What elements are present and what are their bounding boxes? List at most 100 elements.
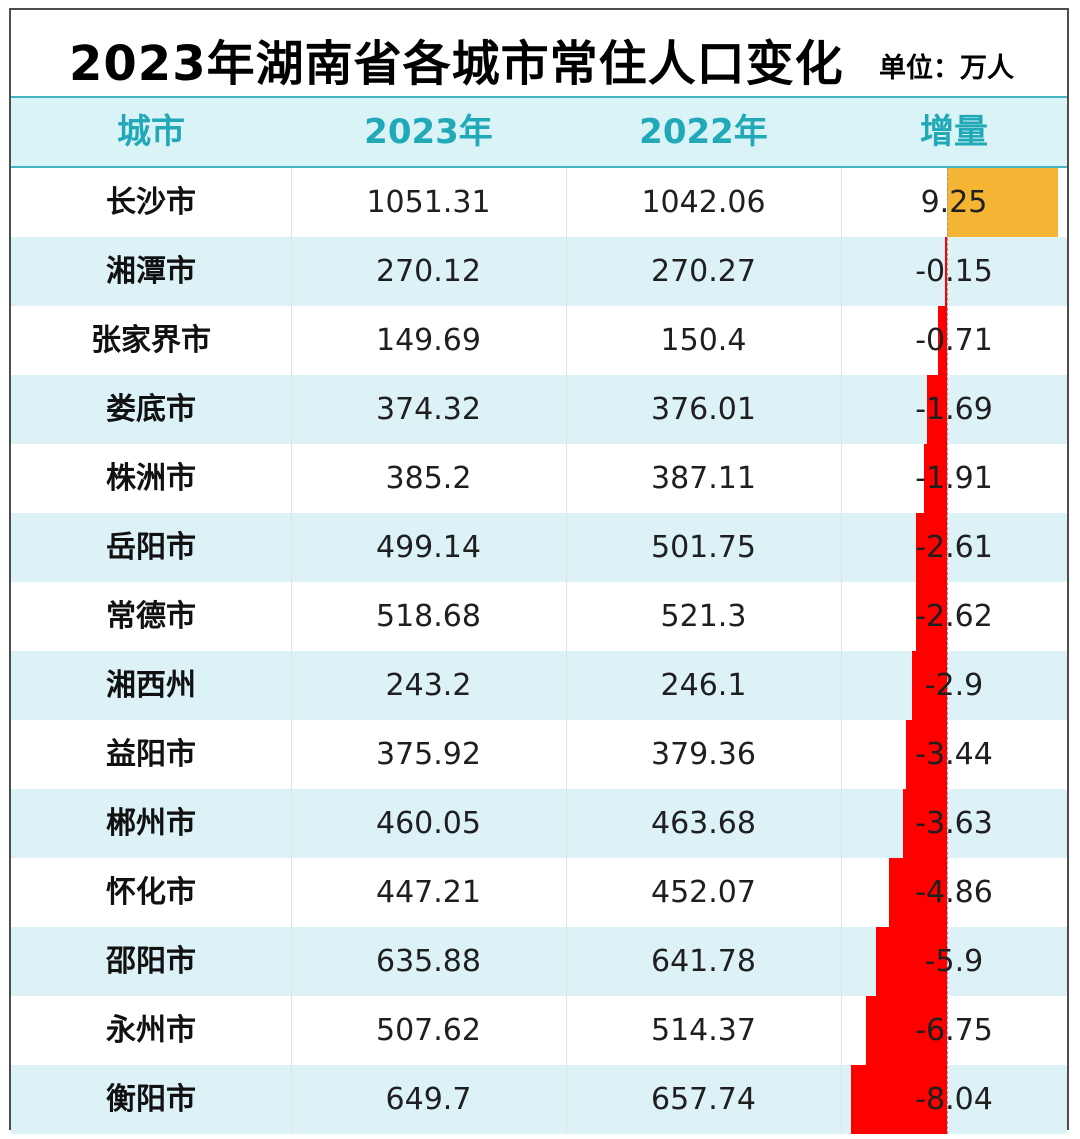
table-header: 城市 2023年 2022年 增量 xyxy=(11,96,1067,168)
increment-bar xyxy=(905,720,947,789)
column-divider xyxy=(566,375,567,444)
column-divider xyxy=(291,720,292,789)
value-2023-cell: 375.92 xyxy=(376,737,481,772)
column-divider xyxy=(566,996,567,1065)
column-divider xyxy=(291,651,292,720)
column-divider xyxy=(841,306,842,375)
table-row: 衡阳市 649.7 657.74 -8.04 xyxy=(11,1065,1067,1134)
column-divider xyxy=(566,789,567,858)
increment-bar xyxy=(915,582,947,651)
increment-cell: -8.04 xyxy=(915,1082,993,1117)
value-2023-cell: 385.2 xyxy=(385,461,472,496)
increment-bar xyxy=(903,789,947,858)
column-divider xyxy=(566,858,567,927)
increment-bar xyxy=(915,513,947,582)
increment-cell: -6.75 xyxy=(915,1013,993,1048)
value-2022-cell: 150.4 xyxy=(660,323,747,358)
city-cell: 湘西州 xyxy=(106,668,196,703)
column-divider xyxy=(841,789,842,858)
city-cell: 湘潭市 xyxy=(106,254,196,289)
column-divider xyxy=(566,927,567,996)
increment-bar xyxy=(945,237,947,306)
table-row: 岳阳市 499.14 501.75 -2.61 xyxy=(11,513,1067,582)
city-cell: 怀化市 xyxy=(106,875,196,910)
increment-bar xyxy=(912,651,947,720)
column-divider xyxy=(841,858,842,927)
column-divider xyxy=(566,168,567,237)
increment-cell: -3.44 xyxy=(915,737,993,772)
column-divider xyxy=(291,375,292,444)
column-divider xyxy=(566,237,567,306)
table-row: 湘西州 243.2 246.1 -2.9 xyxy=(11,651,1067,720)
increment-cell: -1.91 xyxy=(915,461,993,496)
header-city: 城市 xyxy=(117,112,185,152)
increment-bar xyxy=(888,858,947,927)
column-divider xyxy=(566,306,567,375)
header-increment: 增量 xyxy=(920,112,988,152)
column-divider xyxy=(841,168,842,237)
city-cell: 衡阳市 xyxy=(106,1082,196,1117)
increment-cell: -4.86 xyxy=(915,875,993,910)
column-divider xyxy=(566,444,567,513)
value-2022-cell: 376.01 xyxy=(651,392,756,427)
column-divider xyxy=(841,651,842,720)
column-divider xyxy=(291,789,292,858)
column-divider xyxy=(566,651,567,720)
column-divider xyxy=(291,927,292,996)
city-cell: 娄底市 xyxy=(106,392,196,427)
increment-bar xyxy=(947,168,1058,237)
zero-axis-line xyxy=(947,168,949,1134)
city-cell: 邵阳市 xyxy=(106,944,196,979)
column-divider xyxy=(291,513,292,582)
table-row: 永州市 507.62 514.37 -6.75 xyxy=(11,996,1067,1065)
column-divider xyxy=(841,720,842,789)
increment-bar xyxy=(876,927,947,996)
city-cell: 岳阳市 xyxy=(106,530,196,565)
city-cell: 永州市 xyxy=(106,1013,196,1048)
value-2023-cell: 243.2 xyxy=(385,668,472,703)
city-cell: 株洲市 xyxy=(106,461,196,496)
increment-bar xyxy=(924,444,947,513)
city-cell: 长沙市 xyxy=(106,185,196,220)
column-divider xyxy=(291,1065,292,1134)
column-divider xyxy=(291,168,292,237)
table-row: 长沙市 1051.31 1042.06 9.25 xyxy=(11,168,1067,237)
value-2022-cell: 246.1 xyxy=(660,668,747,703)
table-row: 邵阳市 635.88 641.78 -5.9 xyxy=(11,927,1067,996)
column-divider xyxy=(566,1065,567,1134)
value-2022-cell: 379.36 xyxy=(651,737,756,772)
header-2022: 2022年 xyxy=(639,112,768,152)
value-2023-cell: 507.62 xyxy=(376,1013,481,1048)
value-2022-cell: 657.74 xyxy=(651,1082,756,1117)
column-divider xyxy=(841,927,842,996)
column-divider xyxy=(566,720,567,789)
increment-cell: -2.62 xyxy=(915,599,993,634)
table-row: 张家界市 149.69 150.4 -0.71 xyxy=(11,306,1067,375)
increment-cell: -2.9 xyxy=(924,668,984,703)
table-row: 怀化市 447.21 452.07 -4.86 xyxy=(11,858,1067,927)
value-2023-cell: 149.69 xyxy=(376,323,481,358)
increment-bar xyxy=(926,375,947,444)
column-divider xyxy=(291,444,292,513)
column-divider xyxy=(841,582,842,651)
table-row: 益阳市 375.92 379.36 -3.44 xyxy=(11,720,1067,789)
value-2023-cell: 460.05 xyxy=(376,806,481,841)
value-2022-cell: 387.11 xyxy=(651,461,756,496)
value-2023-cell: 447.21 xyxy=(376,875,481,910)
city-cell: 郴州市 xyxy=(106,806,196,841)
table-row: 郴州市 460.05 463.68 -3.63 xyxy=(11,789,1067,858)
column-divider xyxy=(841,513,842,582)
chart-title: 2023年湖南省各城市常住人口变化 xyxy=(69,36,844,92)
value-2022-cell: 1042.06 xyxy=(641,185,766,220)
value-2022-cell: 501.75 xyxy=(651,530,756,565)
column-divider xyxy=(841,375,842,444)
increment-cell: 9.25 xyxy=(920,185,988,220)
column-divider xyxy=(841,237,842,306)
city-cell: 益阳市 xyxy=(106,737,196,772)
value-2022-cell: 463.68 xyxy=(651,806,756,841)
column-divider xyxy=(841,1065,842,1134)
table-row: 株洲市 385.2 387.11 -1.91 xyxy=(11,444,1067,513)
increment-cell: -1.69 xyxy=(915,392,993,427)
value-2023-cell: 518.68 xyxy=(376,599,481,634)
value-2022-cell: 641.78 xyxy=(651,944,756,979)
